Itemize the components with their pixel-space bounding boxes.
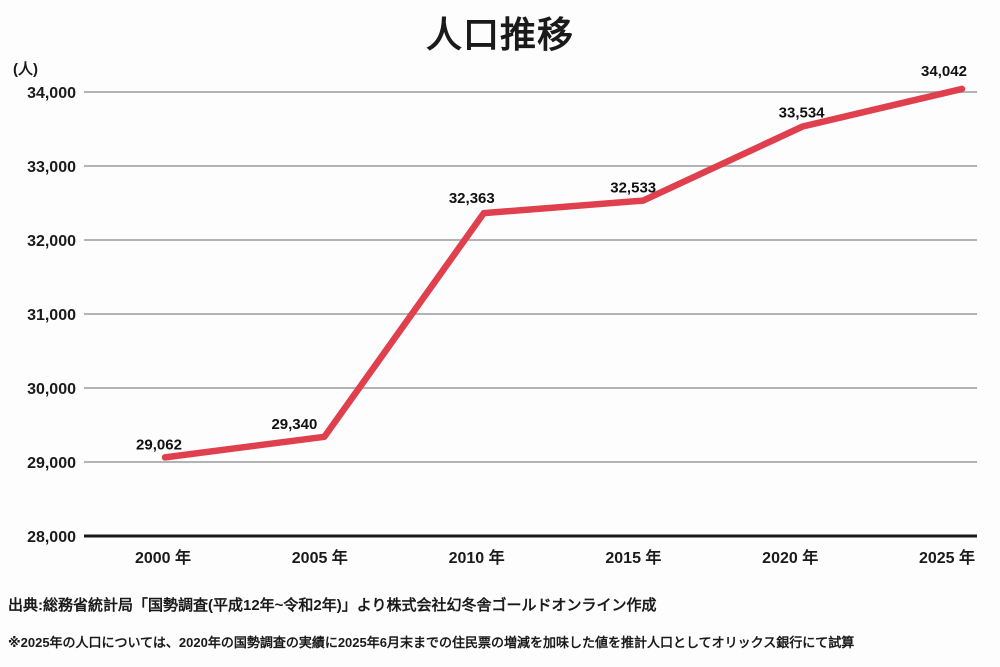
- y-tick-label: 34,000: [27, 85, 76, 102]
- x-tick-label: 2010 年: [449, 548, 505, 567]
- chart-title: 人口推移: [425, 14, 574, 55]
- population-line: [161, 85, 966, 461]
- y-tick-label: 30,000: [27, 381, 76, 398]
- note-caption: ※2025年の人口については、2020年の国勢調査の実績に2025年6月末までの…: [8, 635, 855, 650]
- data-point-label: 29,340: [271, 416, 317, 433]
- data-point-label: 32,363: [449, 190, 495, 207]
- x-tick-label: 2025 年: [919, 548, 975, 567]
- x-tick-label: 2015 年: [605, 548, 661, 567]
- y-tick-label: 29,000: [27, 455, 76, 472]
- x-tick-label: 2005 年: [292, 548, 348, 567]
- y-axis-unit-label: (人): [13, 61, 38, 78]
- y-tick-label: 33,000: [27, 159, 76, 176]
- data-point-label: 33,534: [779, 104, 826, 121]
- data-point-label: 29,062: [136, 436, 182, 453]
- data-point-label: 34,042: [921, 63, 967, 80]
- y-tick-label: 28,000: [27, 529, 76, 546]
- y-tick-label: 32,000: [27, 233, 76, 250]
- source-caption: 出典:総務省統計局「国勢調査(平成12年~令和2年)」より株式会社幻冬舎ゴールド…: [8, 597, 657, 614]
- x-tick-label: 2020 年: [762, 548, 818, 567]
- x-tick-label: 2000 年: [135, 548, 191, 567]
- data-point-label: 32,533: [610, 180, 656, 197]
- y-tick-label: 31,000: [27, 307, 76, 324]
